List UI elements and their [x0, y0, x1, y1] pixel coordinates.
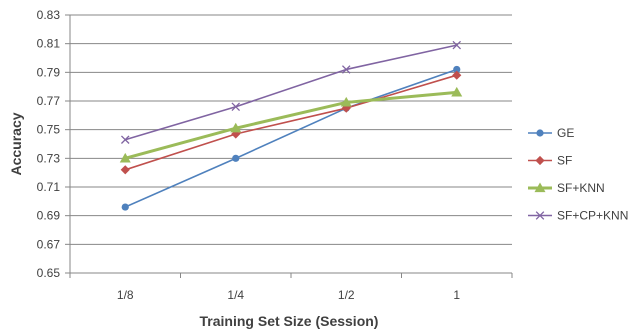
y-tick-label: 0.83 — [37, 8, 61, 22]
legend-item-sf: SF — [528, 154, 572, 168]
data-point-sf — [452, 70, 462, 80]
legend-marker-sf — [535, 155, 545, 166]
legend-label-sf-cp-knn: SF+CP+KNN — [557, 209, 628, 223]
y-tick-label: 0.73 — [37, 151, 61, 165]
data-point-sf-cp-knn — [120, 135, 130, 144]
legend-marker-ge — [536, 129, 544, 137]
data-point-sf-knn — [451, 86, 463, 97]
data-point-sf-knn — [230, 122, 242, 133]
series-line-sf-cp-knn — [125, 44, 457, 141]
legend-item-sf-cp-knn: SF+CP+KNN — [528, 209, 628, 223]
x-tick-label: 1 — [453, 288, 460, 302]
y-tick-label: 0.77 — [37, 94, 61, 108]
legend-marker-sf-knn — [534, 182, 546, 193]
data-point-sf-cp-knn — [341, 65, 351, 74]
data-point-ge — [232, 154, 240, 162]
y-tick-label: 0.65 — [37, 266, 61, 280]
legend-item-sf-knn: SF+KNN — [528, 181, 605, 195]
y-tick-label: 0.75 — [37, 123, 61, 137]
x-tick-label: 1/4 — [227, 288, 244, 302]
data-point-ge — [121, 203, 129, 211]
series-line-sf-knn — [124, 90, 457, 160]
x-tick-labels: 1/8 1/4 1/2 1 — [117, 288, 461, 302]
x-axis-title: Training Set Size (Session) — [200, 313, 379, 329]
series-group — [119, 40, 463, 211]
legend: GE SF SF+KNN SF+CP+KNN — [528, 126, 628, 223]
y-tick-label: 0.79 — [37, 65, 61, 79]
y-tick-labels: 0.65 0.67 0.69 0.71 0.73 0.75 0.77 0.79 0.81 0.83 — [37, 8, 61, 280]
data-point-sf-knn — [340, 96, 352, 107]
y-tick-label: 0.81 — [37, 37, 61, 51]
legend-item-ge: GE — [528, 126, 574, 140]
axes — [65, 14, 513, 278]
legend-label-sf-knn: SF+KNN — [557, 181, 605, 195]
data-point-ge — [453, 65, 461, 74]
data-point-sf-cp-knn — [452, 40, 462, 50]
legend-label-sf: SF — [557, 154, 572, 168]
series-sf-knn — [119, 86, 463, 163]
data-point-sf-knn — [119, 152, 131, 163]
series-line-ge — [124, 68, 458, 208]
y-tick-label: 0.69 — [37, 209, 61, 223]
gridlines — [70, 14, 512, 274]
legend-marker-sf-cp-knn — [535, 211, 545, 220]
series-sf-cp-knn — [120, 40, 462, 144]
data-point-sf-cp-knn — [231, 102, 241, 111]
x-tick-label: 1/2 — [338, 288, 355, 302]
y-tick-label: 0.67 — [37, 237, 61, 251]
series-line-sf — [125, 74, 457, 171]
y-tick-label: 0.71 — [37, 180, 61, 194]
y-axis-title: Accuracy — [8, 112, 24, 175]
data-point-sf — [120, 165, 130, 175]
legend-label-ge: GE — [557, 126, 574, 140]
x-tick-label: 1/8 — [117, 288, 134, 302]
